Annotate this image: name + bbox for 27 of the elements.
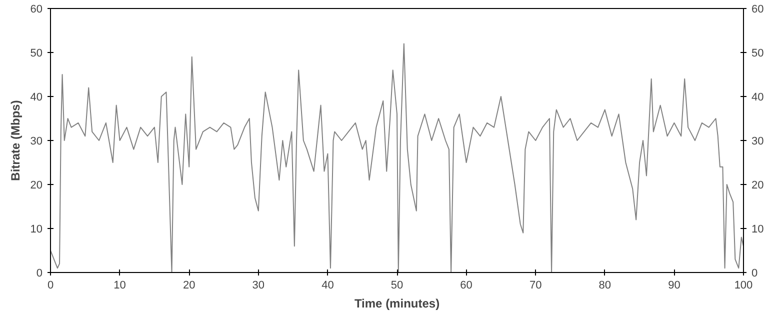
x-tick-label: 90 [668, 280, 680, 292]
x-tick-label: 70 [529, 280, 542, 292]
x-tick-label: 10 [114, 280, 126, 292]
y-tick-label: 10 [30, 224, 43, 236]
y2-tick-label: 50 [752, 48, 764, 60]
x-axis-title: Time (minutes) [354, 296, 440, 310]
y-tick-label: 30 [30, 136, 43, 148]
y2-tick-label: 60 [752, 4, 764, 16]
y-tick-label: 20 [30, 180, 43, 192]
x-tick-label: 60 [460, 280, 472, 292]
y-tick-label: 40 [30, 92, 43, 104]
x-tick-label: 40 [322, 280, 334, 292]
y2-tick-label: 40 [752, 92, 764, 104]
x-tick-label: 80 [598, 280, 612, 292]
y2-tick-label: 20 [752, 180, 764, 192]
x-tick-label: 0 [47, 280, 54, 292]
x-tick-label: 100 [734, 280, 753, 292]
y-tick-label: 50 [30, 48, 43, 60]
y-tick-label: 60 [30, 4, 43, 16]
y-tick-label: 0 [36, 268, 43, 280]
x-tick-label: 50 [390, 280, 404, 292]
y2-tick-label: 0 [752, 268, 758, 280]
y2-tick-label: 30 [752, 136, 764, 148]
x-tick-label: 30 [252, 280, 265, 292]
y2-tick-label: 10 [752, 224, 764, 236]
x-tick-label: 20 [182, 280, 196, 292]
y-axis-title: Bitrate (Mbps) [8, 100, 22, 181]
